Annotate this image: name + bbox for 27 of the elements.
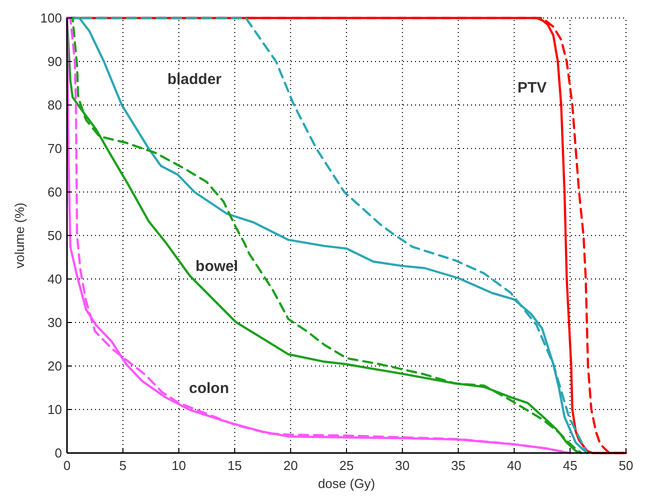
x-tick-label: 30 [395,458,410,473]
y-tick-label: 100 [40,10,62,26]
y-tick-label: 10 [48,402,62,417]
y-tick-label: 0 [54,446,62,460]
annotation: bladder [167,70,222,88]
y-tick-label: 50 [48,228,62,243]
x-tick-label: 5 [119,458,127,473]
x-tick-label: 40 [506,458,522,473]
y-tick-label: 70 [48,141,62,156]
annotation: PTV [517,80,547,97]
x-tick-label: 35 [451,458,466,473]
x-tick-label: 10 [172,458,186,473]
annotation: bowel [196,258,238,275]
x-tick-label: 25 [339,458,354,473]
x-tick-label: 15 [227,458,242,473]
y-tick-label: 20 [48,358,62,374]
y-tick-label: 60 [48,184,62,200]
x-tick-label: 50 [618,458,634,473]
x-axis-title: dose (Gy) [318,476,376,491]
x-tick-label: 45 [562,458,578,473]
y-tick-label: 40 [48,272,62,286]
y-axis-title: volume (%) [12,202,27,268]
x-tick-label: 20 [283,458,298,473]
annotation: colon [188,380,229,397]
y-tick-label: 30 [48,315,62,330]
y-tick-label: 90 [48,54,62,69]
y-tick-label: 80 [48,98,62,112]
